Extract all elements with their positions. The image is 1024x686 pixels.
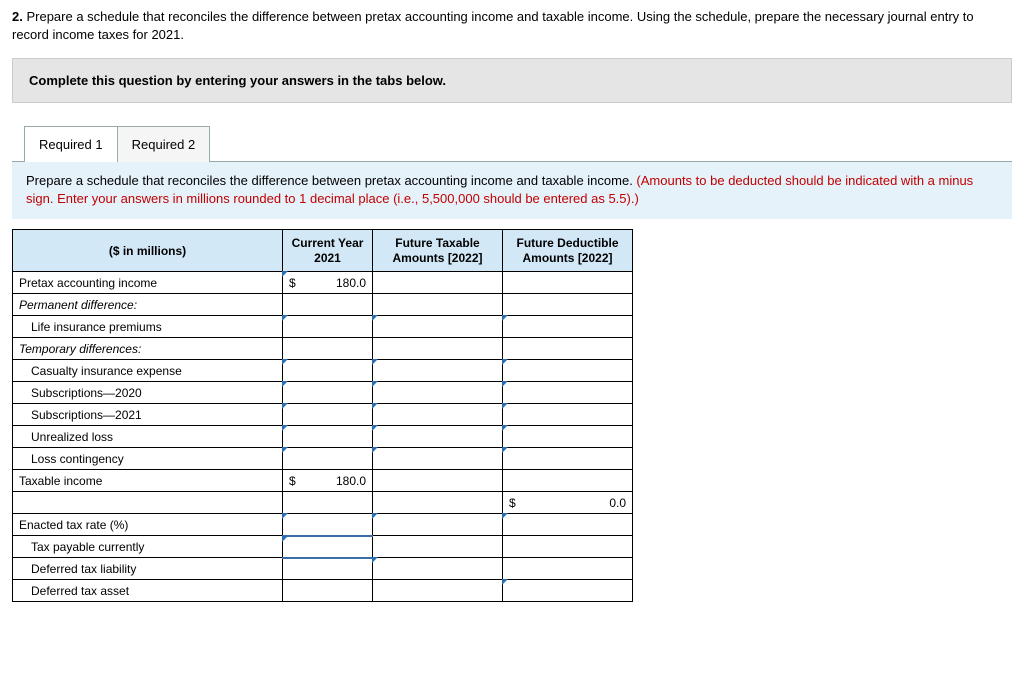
future-taxable-cell bbox=[373, 536, 503, 558]
future-taxable-cell bbox=[373, 338, 503, 360]
current-cell[interactable] bbox=[283, 426, 373, 448]
future-taxable-cell[interactable] bbox=[373, 514, 503, 536]
future-taxable-cell bbox=[373, 580, 503, 602]
future-taxable-cell[interactable] bbox=[373, 404, 503, 426]
row-label: Temporary differences: bbox=[13, 338, 283, 360]
row-label: Deferred tax asset bbox=[13, 580, 283, 602]
current-cell bbox=[283, 580, 373, 602]
row-label bbox=[13, 492, 283, 514]
current-cell[interactable] bbox=[283, 536, 373, 558]
row-label: Casualty insurance expense bbox=[13, 360, 283, 382]
future-taxable-cell[interactable] bbox=[373, 558, 503, 580]
future-taxable-cell bbox=[373, 272, 503, 294]
tab-required-1[interactable]: Required 1 bbox=[24, 126, 118, 162]
future-deductible-cell[interactable] bbox=[503, 448, 633, 470]
current-cell[interactable] bbox=[283, 404, 373, 426]
future-deductible-cell[interactable] bbox=[503, 382, 633, 404]
row-label: Unrealized loss bbox=[13, 426, 283, 448]
row-label: Life insurance premiums bbox=[13, 316, 283, 338]
panel-instruction: Prepare a schedule that reconciles the d… bbox=[26, 173, 636, 188]
col-header-label: ($ in millions) bbox=[13, 230, 283, 272]
future-deductible-cell bbox=[503, 272, 633, 294]
current-cell bbox=[283, 492, 373, 514]
future-taxable-cell bbox=[373, 294, 503, 316]
future-taxable-cell bbox=[373, 470, 503, 492]
future-deductible-cell[interactable] bbox=[503, 426, 633, 448]
future-deductible-cell[interactable] bbox=[503, 580, 633, 602]
question-body: Prepare a schedule that reconciles the d… bbox=[12, 9, 974, 42]
tab-panel: Prepare a schedule that reconciles the d… bbox=[12, 161, 1012, 219]
current-cell bbox=[283, 338, 373, 360]
row-label: Enacted tax rate (%) bbox=[13, 514, 283, 536]
future-deductible-cell bbox=[503, 470, 633, 492]
row-label: Deferred tax liability bbox=[13, 558, 283, 580]
future-taxable-cell[interactable] bbox=[373, 382, 503, 404]
future-deductible-cell bbox=[503, 338, 633, 360]
current-cell[interactable] bbox=[283, 514, 373, 536]
col-header-future-taxable: Future Taxable Amounts [2022] bbox=[373, 230, 503, 272]
row-label: Pretax accounting income bbox=[13, 272, 283, 294]
tab-required-2[interactable]: Required 2 bbox=[117, 126, 211, 162]
tab-strip: Required 1 Required 2 bbox=[12, 125, 1012, 161]
current-cell[interactable] bbox=[283, 382, 373, 404]
question-text: 2. Prepare a schedule that reconciles th… bbox=[12, 8, 1012, 44]
future-deductible-cell[interactable] bbox=[503, 514, 633, 536]
current-cell[interactable] bbox=[283, 316, 373, 338]
current-cell[interactable] bbox=[283, 360, 373, 382]
future-deductible-cell[interactable] bbox=[503, 360, 633, 382]
current-cell bbox=[283, 294, 373, 316]
reconciliation-table: ($ in millions) Current Year 2021 Future… bbox=[12, 229, 633, 602]
future-deductible-cell bbox=[503, 558, 633, 580]
question-number: 2. bbox=[12, 9, 23, 24]
future-deductible-cell bbox=[503, 536, 633, 558]
future-deductible-cell: $0.0 bbox=[503, 492, 633, 514]
future-deductible-cell[interactable] bbox=[503, 404, 633, 426]
col-header-future-deductible: Future Deductible Amounts [2022] bbox=[503, 230, 633, 272]
row-label: Subscriptions—2021 bbox=[13, 404, 283, 426]
future-taxable-cell bbox=[373, 492, 503, 514]
instruction-bar: Complete this question by entering your … bbox=[12, 58, 1012, 103]
current-cell[interactable] bbox=[283, 448, 373, 470]
col-header-current: Current Year 2021 bbox=[283, 230, 373, 272]
future-deductible-cell bbox=[503, 294, 633, 316]
row-label: Permanent difference: bbox=[13, 294, 283, 316]
row-label: Tax payable currently bbox=[13, 536, 283, 558]
current-cell[interactable]: $180.0 bbox=[283, 272, 373, 294]
future-taxable-cell[interactable] bbox=[373, 426, 503, 448]
row-label: Subscriptions—2020 bbox=[13, 382, 283, 404]
future-deductible-cell[interactable] bbox=[503, 316, 633, 338]
future-taxable-cell[interactable] bbox=[373, 448, 503, 470]
row-label: Taxable income bbox=[13, 470, 283, 492]
current-cell bbox=[283, 558, 373, 580]
future-taxable-cell[interactable] bbox=[373, 360, 503, 382]
current-cell: $180.0 bbox=[283, 470, 373, 492]
future-taxable-cell[interactable] bbox=[373, 316, 503, 338]
row-label: Loss contingency bbox=[13, 448, 283, 470]
